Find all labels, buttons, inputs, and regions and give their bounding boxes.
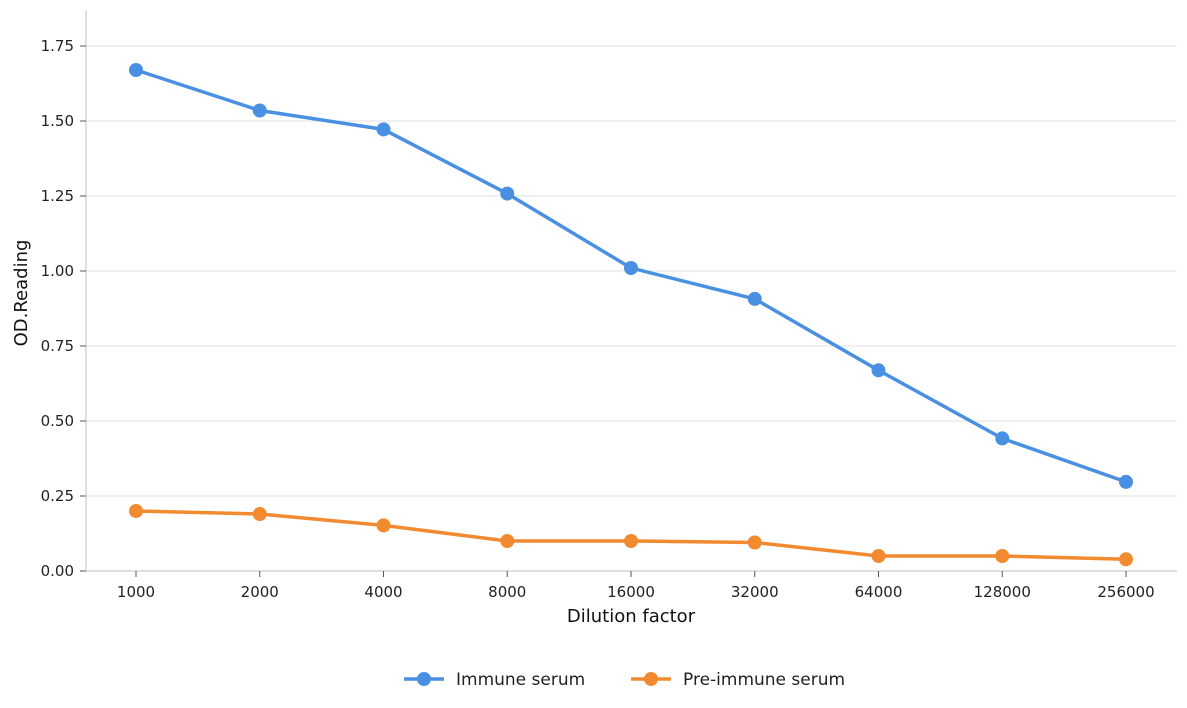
legend: Immune serum Pre-immune serum: [404, 670, 845, 690]
y-tick-label: 0.75: [41, 337, 74, 355]
series-point-1: [747, 535, 762, 550]
x-tick-label: 128000: [974, 583, 1031, 601]
y-axis-ticks: 0.00 0.25 0.50 0.75 1.00 1.25 1.50 1.75: [41, 37, 86, 580]
series-point-0: [376, 122, 391, 137]
series-point-0: [871, 363, 886, 378]
series-point-1: [1119, 552, 1133, 567]
legend-label-pre-immune: Pre-immune serum: [683, 670, 845, 690]
series-point-0: [747, 291, 762, 306]
x-tick-label: 256000: [1097, 583, 1154, 601]
y-axis-title: OD.Reading: [11, 240, 32, 347]
series-point-0: [252, 103, 267, 118]
series-group: [129, 63, 1133, 567]
legend-swatch-immune-marker: [417, 672, 431, 686]
y-tick-label: 1.50: [41, 112, 74, 130]
x-axis-title: Dilution factor: [567, 606, 696, 627]
x-tick-label: 1000: [117, 583, 155, 601]
x-axis-ticks: 1000 2000 4000 8000 16000 32000 64000 128000 256…: [117, 571, 1155, 601]
series-point-0: [129, 63, 143, 77]
series-point-1: [376, 518, 391, 533]
series-point-1: [500, 534, 515, 548]
x-tick-label: 64000: [855, 583, 903, 601]
series-point-1: [995, 549, 1010, 563]
y-tick-label: 0.00: [41, 562, 74, 580]
series-point-1: [252, 507, 267, 521]
series-point-1: [871, 549, 886, 563]
series-point-0: [995, 431, 1010, 446]
gridlines: [86, 45, 1177, 497]
legend-label-immune: Immune serum: [456, 670, 585, 690]
series-point-0: [500, 186, 515, 201]
y-tick-label: 1.75: [41, 37, 74, 55]
y-tick-label: 1.25: [41, 187, 74, 205]
y-tick-label: 1.00: [41, 262, 74, 280]
x-tick-label: 32000: [731, 583, 779, 601]
legend-item-pre-immune: Pre-immune serum: [631, 670, 845, 690]
legend-swatch-pre-immune-marker: [644, 672, 658, 686]
series-point-0: [624, 261, 638, 275]
legend-item-immune: Immune serum: [404, 670, 585, 690]
y-tick-label: 0.25: [41, 487, 74, 505]
x-tick-label: 8000: [488, 583, 526, 601]
series-point-1: [129, 504, 143, 518]
series-line-0: [134, 68, 1128, 484]
x-tick-label: 16000: [607, 583, 655, 601]
series-point-0: [1119, 474, 1133, 489]
series-point-1: [624, 534, 638, 548]
x-tick-label: 2000: [241, 583, 279, 601]
x-tick-label: 4000: [364, 583, 402, 601]
y-tick-label: 0.50: [41, 412, 74, 430]
